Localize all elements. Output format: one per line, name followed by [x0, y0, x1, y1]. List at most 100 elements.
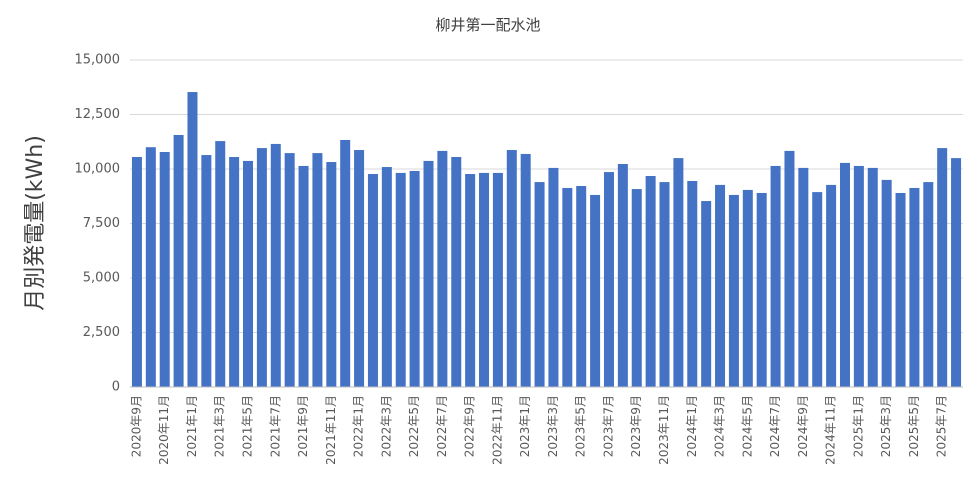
y-tick-label: 15,000: [75, 53, 121, 68]
bar: [923, 182, 934, 387]
x-tick-label: 2024年7月: [768, 395, 782, 457]
bar: [395, 172, 406, 387]
x-tick-label: 2021年3月: [213, 395, 227, 457]
bar: [728, 194, 739, 387]
bar: [312, 153, 323, 387]
bar: [770, 165, 781, 387]
bar: [756, 192, 767, 387]
bar: [687, 180, 698, 387]
bar: [937, 148, 948, 387]
bar: [715, 184, 726, 387]
y-tick-label: 7,500: [83, 216, 120, 231]
bar: [354, 150, 365, 387]
x-tick-label: 2024年1月: [685, 395, 699, 457]
bar: [159, 151, 170, 387]
x-tick-label: 2022年1月: [352, 395, 366, 457]
bar: [826, 184, 837, 387]
bar: [867, 167, 878, 387]
x-tick-label: 2021年5月: [241, 395, 255, 457]
bar: [367, 174, 378, 387]
bar: [492, 172, 503, 387]
bar: [576, 186, 587, 387]
y-axis-label: 月別発電量(kWh): [23, 135, 48, 311]
bar: [534, 182, 545, 387]
bar: [423, 160, 434, 387]
bar: [548, 167, 559, 387]
x-tick-label: 2022年11月: [490, 395, 504, 465]
bar: [798, 167, 809, 387]
y-tick-label: 0: [112, 380, 120, 395]
x-tick-label: 2021年7月: [268, 395, 282, 457]
bar: [437, 150, 448, 387]
bar: [243, 160, 254, 387]
bar: [909, 187, 920, 387]
x-tick-label: 2022年5月: [407, 395, 421, 457]
bar: [381, 167, 392, 387]
x-tick-label: 2023年9月: [629, 395, 643, 457]
y-tick-label: 10,000: [75, 162, 121, 177]
bar: [812, 192, 823, 387]
x-tick-label: 2021年1月: [185, 395, 199, 457]
x-tick-label: 2023年11月: [657, 395, 671, 465]
bar: [229, 157, 240, 387]
x-tick-label: 2025年3月: [879, 395, 893, 457]
bar: [215, 141, 226, 387]
x-tick-label: 2023年7月: [601, 395, 615, 457]
bar: [784, 150, 795, 387]
bar: [451, 157, 462, 387]
bar: [284, 153, 295, 387]
bar: [645, 175, 656, 387]
bar: [145, 147, 156, 387]
x-tick-label: 2023年5月: [574, 395, 588, 457]
bar: [506, 150, 517, 387]
x-tick-label: 2023年1月: [518, 395, 532, 457]
bar: [173, 134, 184, 387]
x-tick-label: 2025年5月: [907, 395, 921, 457]
x-tick-label: 2025年7月: [935, 395, 949, 457]
bar: [187, 92, 198, 388]
x-tick-label: 2024年11月: [824, 395, 838, 465]
y-tick-label: 5,000: [83, 271, 120, 286]
bar: [340, 140, 351, 387]
y-tick-label: 2,500: [83, 325, 120, 340]
bar: [409, 170, 420, 387]
bar: [562, 187, 573, 387]
bar: [631, 189, 642, 387]
x-tick-label: 2024年5月: [740, 395, 754, 457]
x-tick-label: 2021年9月: [296, 395, 310, 457]
x-tick-label: 2024年9月: [796, 395, 810, 457]
x-tick-label: 2024年3月: [713, 395, 727, 457]
bar: [201, 155, 212, 387]
bar: [479, 172, 490, 387]
x-tick-label: 2020年11月: [157, 395, 171, 465]
x-tick-label: 2022年7月: [435, 395, 449, 457]
bar: [742, 189, 753, 387]
x-tick-label: 2020年9月: [129, 395, 143, 457]
bar: [465, 174, 476, 387]
bar: [701, 201, 712, 387]
bar: [895, 192, 906, 387]
bar: [326, 162, 337, 387]
bar: [881, 179, 892, 387]
bar: [951, 158, 962, 387]
x-tick-label: 2023年3月: [546, 395, 560, 457]
bar: [673, 158, 684, 387]
x-tick-label: 2022年9月: [463, 395, 477, 457]
bar: [603, 172, 614, 387]
bar: [659, 182, 670, 387]
bar: [131, 157, 142, 387]
chart-title: 柳井第一配水池: [435, 16, 540, 34]
bar: [298, 165, 309, 387]
x-tick-label: 2022年3月: [379, 395, 393, 457]
bar: [839, 162, 850, 387]
bar: [853, 165, 864, 387]
bar: [617, 163, 628, 387]
bar: [256, 148, 267, 387]
bar: [590, 194, 601, 387]
x-tick-label: 2021年11月: [324, 395, 338, 465]
bar: [520, 153, 531, 387]
y-tick-label: 12,500: [75, 107, 121, 122]
x-tick-label: 2025年1月: [851, 395, 865, 457]
bar: [270, 143, 281, 387]
